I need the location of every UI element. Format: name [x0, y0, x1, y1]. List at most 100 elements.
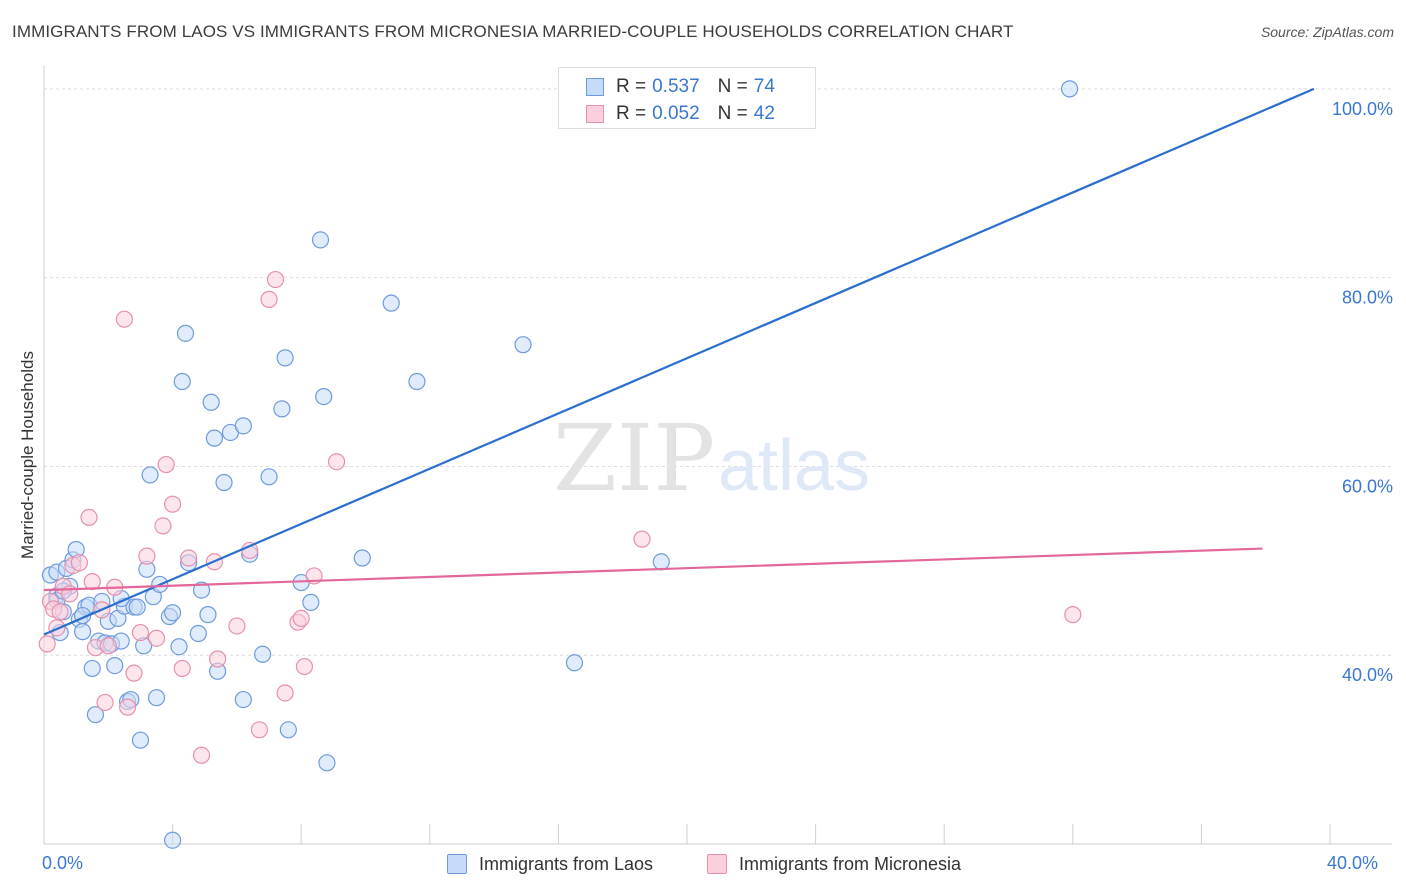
laos-point — [279, 721, 297, 739]
bottom-legend-label-micronesia: Immigrants from Micronesia — [739, 853, 962, 874]
micronesia-point — [276, 684, 294, 702]
micronesia-point — [115, 310, 133, 328]
micronesia-point — [51, 603, 69, 621]
micronesia-point — [260, 290, 278, 308]
laos-point — [315, 387, 333, 406]
watermark: ZIP atlas — [553, 405, 870, 512]
micronesia-point — [96, 693, 114, 712]
y-tick-label: 80.0% — [1342, 288, 1393, 308]
micronesia-point — [250, 721, 269, 739]
laos-point — [164, 604, 182, 622]
legend-r-value: 0.052 — [652, 103, 700, 124]
laos-point — [276, 349, 294, 367]
legend-r-value: 0.537 — [652, 76, 700, 97]
bottom-legend-label-laos: Immigrants from Laos — [479, 853, 654, 874]
micronesia-point — [327, 453, 346, 471]
laos-point — [311, 231, 330, 249]
laos-point — [565, 654, 584, 672]
laos-point — [164, 831, 182, 849]
legend-n-value: 42 — [753, 103, 775, 124]
bottom-legend-swatch-laos — [447, 854, 467, 874]
bottom-legend-laos: Immigrants from Laos — [447, 852, 653, 876]
laos-point — [273, 400, 291, 418]
laos-point — [131, 731, 150, 749]
micronesia-point — [266, 270, 285, 289]
laos-point — [353, 549, 371, 567]
laos-point — [128, 598, 146, 616]
laos-point — [234, 690, 252, 709]
legend-n-label: N = — [717, 76, 748, 97]
micronesia-trend-line — [43, 547, 1263, 592]
micronesia-point — [125, 664, 143, 682]
micronesia-point — [99, 637, 117, 655]
micronesia-point — [38, 635, 56, 653]
laos-point — [318, 754, 336, 772]
micronesia-point — [192, 746, 211, 764]
laos-point — [408, 372, 426, 391]
micronesia-point — [154, 517, 172, 535]
y-tick-label: 40.0% — [1342, 665, 1393, 685]
laos-point — [302, 593, 320, 611]
micronesia-point — [228, 617, 246, 635]
micronesia-point — [131, 623, 150, 642]
laos-point — [189, 624, 207, 643]
bottom-legend-swatch-micronesia — [707, 854, 727, 874]
micronesia-point — [157, 455, 175, 474]
laos-point — [202, 393, 220, 411]
micronesia-point — [180, 549, 198, 567]
micronesia-point — [147, 629, 166, 647]
micronesia-point — [633, 530, 651, 548]
laos-point — [73, 623, 92, 641]
legend-n-label: N = — [717, 103, 748, 124]
micronesia-point — [164, 495, 182, 513]
laos-point — [254, 645, 272, 663]
legend-swatch-micronesia — [586, 105, 604, 123]
legend-row-laos: R = 0.537 N = 74 — [586, 76, 775, 98]
legend-row-micronesia: R = 0.052 N = 42 — [586, 103, 775, 125]
trend-layer — [43, 87, 1315, 636]
y-tick-label: 100.0% — [1332, 99, 1393, 119]
points-layer — [38, 80, 1082, 849]
laos-point — [192, 581, 211, 599]
tick-label-layer: 40.0% 60.0% 80.0% 100.0% 0.0% 40.0% — [42, 99, 1393, 873]
legend-swatch-laos — [586, 78, 604, 96]
micronesia-point — [70, 554, 88, 572]
micronesia-point — [209, 650, 227, 668]
legend-n-value: 74 — [753, 76, 775, 97]
watermark-atlas: atlas — [718, 426, 870, 506]
micronesia-point — [292, 609, 310, 628]
y-tick-label: 60.0% — [1342, 476, 1393, 496]
laos-point — [106, 657, 124, 675]
micronesia-point — [118, 698, 137, 716]
laos-point — [652, 553, 670, 571]
micronesia-point — [80, 508, 98, 527]
micronesia-point — [138, 547, 156, 565]
laos-point — [234, 417, 252, 435]
laos-point — [83, 659, 101, 678]
laos-point — [199, 606, 217, 624]
laos-point — [382, 294, 400, 312]
x-tick-label: 40.0% — [1327, 853, 1378, 873]
laos-point — [170, 638, 188, 656]
micronesia-point — [1064, 606, 1082, 624]
correlation-legend: R = 0.537 N = 74 R = 0.052 N = 42 — [558, 67, 816, 129]
micronesia-point — [173, 659, 191, 678]
laos-point — [205, 429, 223, 447]
laos-point — [147, 689, 166, 707]
laos-point — [86, 706, 105, 724]
x-tick-label: 0.0% — [42, 853, 83, 873]
y-axis-title: Married-couple Households — [18, 351, 37, 559]
laos-point — [141, 466, 159, 484]
laos-point — [1060, 80, 1079, 98]
chart-title: IMMIGRANTS FROM LAOS VS IMMIGRANTS FROM … — [12, 22, 1014, 41]
micronesia-point — [83, 572, 101, 591]
legend-r-label: R = — [616, 103, 647, 124]
micronesia-point — [295, 657, 314, 676]
laos-point — [215, 473, 233, 492]
laos-point — [514, 336, 532, 354]
laos-point — [260, 468, 278, 486]
source-label: Source: ZipAtlas.com — [1260, 24, 1394, 40]
laos-point — [173, 372, 191, 391]
grid-layer — [44, 88, 1392, 656]
